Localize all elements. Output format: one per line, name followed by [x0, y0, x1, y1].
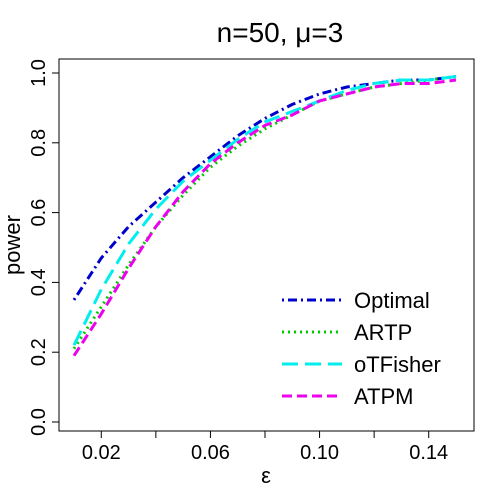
y-tick-label: 0.0	[28, 408, 50, 436]
series-line-atpm	[72, 78, 457, 357]
series-line-optimal	[72, 75, 457, 301]
chart-title: n=50, μ=3	[217, 17, 344, 48]
legend: Optimal ARTP oTFisher ATPM	[282, 288, 441, 409]
y-tick-label: 0.8	[28, 129, 50, 157]
y-tick-label: 0.6	[28, 199, 50, 227]
y-axis: 0.0 0.2 0.4 0.6 0.8 1.0	[28, 59, 59, 436]
legend-label-otfisher: oTFisher	[354, 352, 441, 377]
x-tick-label: 0.14	[409, 442, 448, 464]
x-tick-label: 0.02	[82, 442, 121, 464]
legend-label-optimal: Optimal	[354, 288, 430, 313]
x-tick-label: 0.06	[191, 442, 230, 464]
legend-label-artp: ARTP	[354, 320, 412, 345]
legend-label-atpm: ATPM	[354, 384, 413, 409]
y-tick-label: 0.4	[28, 268, 50, 296]
x-tick-label: 0.10	[300, 442, 339, 464]
series-line-otfisher	[72, 75, 457, 346]
y-tick-label: 0.2	[28, 338, 50, 366]
x-axis: 0.02 0.06 0.10 0.14	[82, 431, 448, 464]
x-axis-label: ε	[261, 463, 271, 488]
y-tick-label: 1.0	[28, 59, 50, 87]
plot-frame	[58, 58, 475, 432]
series-layer	[72, 75, 457, 357]
y-axis-label: power	[0, 215, 25, 275]
